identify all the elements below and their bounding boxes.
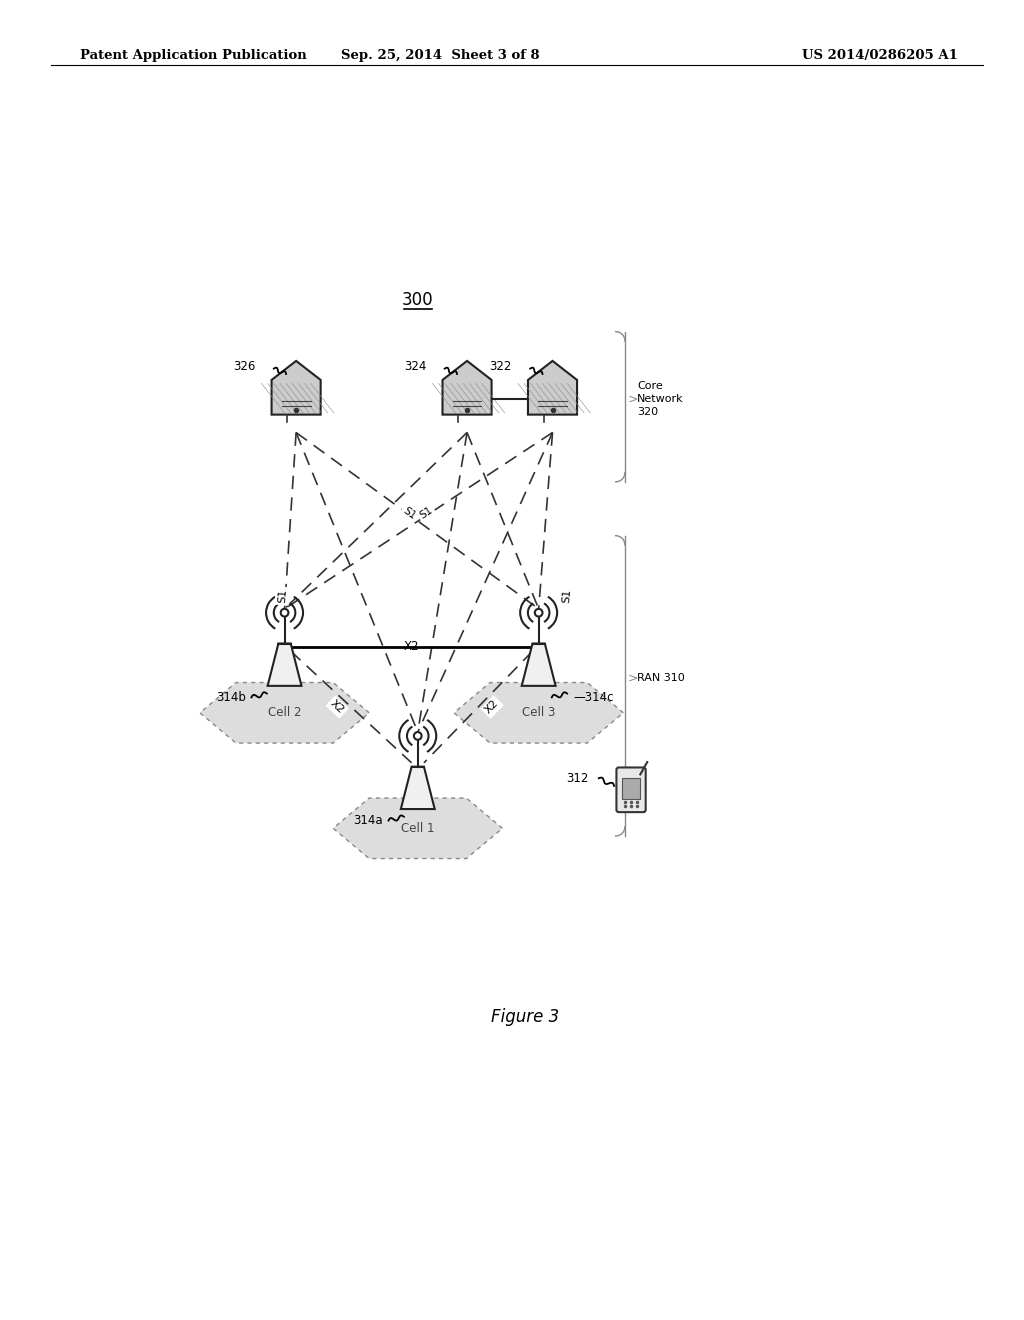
Circle shape [535,609,543,616]
Text: S1: S1 [276,589,288,603]
Bar [622,779,640,799]
Polygon shape [454,682,624,743]
Polygon shape [200,682,370,743]
Text: 324: 324 [403,360,426,372]
Text: —314c: —314c [573,690,613,704]
Circle shape [414,733,422,739]
Text: Cell 2: Cell 2 [268,706,301,719]
Polygon shape [528,360,578,414]
Text: Cell 3: Cell 3 [522,706,555,719]
Polygon shape [442,360,492,414]
Text: S1: S1 [401,506,418,521]
Text: X2: X2 [403,640,420,652]
Text: X2: X2 [329,698,346,715]
Text: >: > [628,392,638,405]
Text: 326: 326 [232,360,255,372]
Text: >: > [628,672,638,685]
Text: S1: S1 [561,589,572,603]
Text: Cell 1: Cell 1 [401,822,434,834]
Text: 322: 322 [489,360,512,372]
Text: US 2014/0286205 A1: US 2014/0286205 A1 [802,49,957,62]
Polygon shape [400,767,435,809]
Text: 300: 300 [402,290,433,309]
Text: 314a: 314a [353,814,383,828]
Polygon shape [271,360,321,414]
FancyBboxPatch shape [616,767,646,812]
Polygon shape [333,799,503,858]
Text: S1: S1 [418,506,434,521]
Text: 314b: 314b [216,690,246,704]
Text: Patent Application Publication: Patent Application Publication [80,49,306,62]
Text: Core
Network
320: Core Network 320 [637,381,684,417]
Polygon shape [521,644,556,686]
Text: RAN 310: RAN 310 [637,673,685,684]
Polygon shape [267,644,301,686]
Text: Figure 3: Figure 3 [490,1008,559,1026]
Text: Sep. 25, 2014  Sheet 3 of 8: Sep. 25, 2014 Sheet 3 of 8 [341,49,540,62]
Circle shape [281,609,289,616]
Text: X2: X2 [483,698,501,715]
Text: 312: 312 [566,772,589,785]
